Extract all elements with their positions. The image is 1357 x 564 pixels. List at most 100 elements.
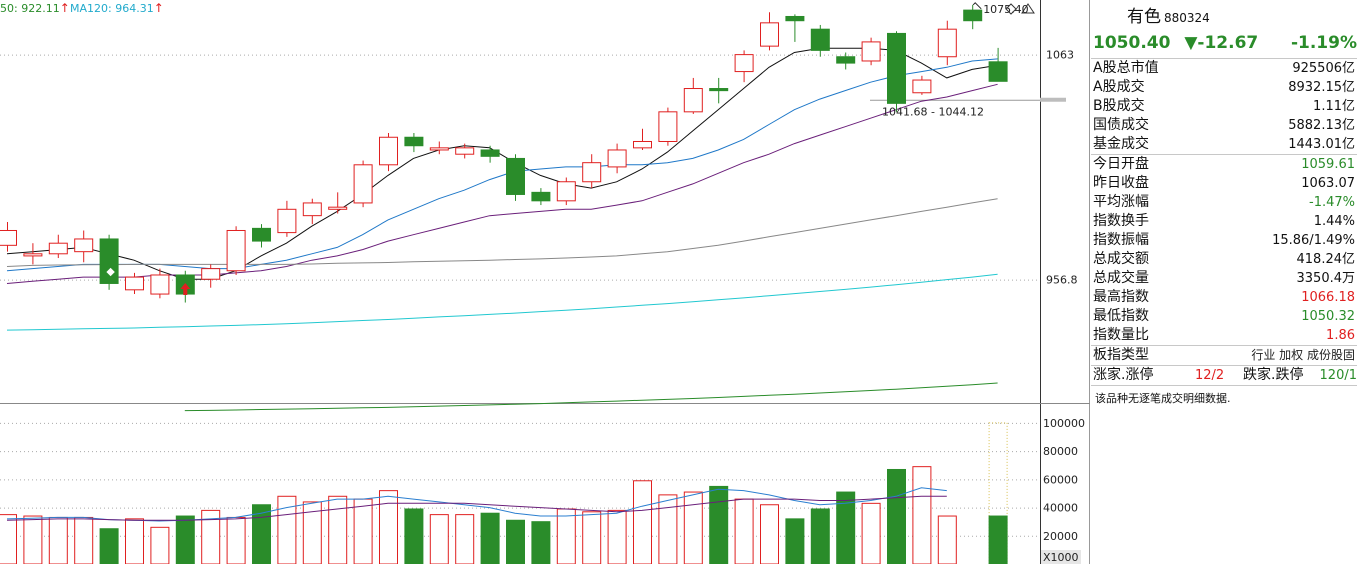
- chart-icons: [104, 3, 1035, 295]
- volume-bar: [633, 480, 652, 564]
- candle-body: [99, 238, 119, 284]
- ma5-line: [6, 47, 998, 280]
- volume-bar: [455, 514, 475, 564]
- index-stats: 今日开盘 1059.61 昨日收盘 1063.07 平均涨幅 -1.47% 指数换手 1.44…: [1091, 155, 1357, 345]
- volume-bar: [99, 528, 119, 564]
- volume-bar: [760, 504, 779, 564]
- candle-body: [988, 61, 1008, 82]
- kline-chart[interactable]: 1063 956.8 100000 80000 60000 40000 20000 X1000…: [0, 0, 1090, 564]
- candle: [963, 4, 983, 30]
- index-stat-value: 3350.4万: [1296, 271, 1356, 286]
- ma120-line: [6, 273, 998, 331]
- candle-body: [734, 54, 754, 73]
- divider: [1091, 58, 1357, 59]
- axis-labels: 1063 956.8 100000 80000 60000 40000 20000 X1000: [1041, 49, 1085, 564]
- volume-unit-badge: [1041, 550, 1081, 564]
- candle: [887, 31, 906, 112]
- volume-bar: [404, 508, 424, 564]
- index-stat-value: 1050.32: [1301, 309, 1355, 324]
- ma120-label: MA120: 964.31↑: [70, 1, 164, 15]
- volume-bar: [912, 466, 932, 564]
- volume-bar: [683, 491, 703, 564]
- volume-bar: [709, 485, 729, 564]
- volume-tick-label: 60000: [1043, 473, 1078, 486]
- candle-body: [582, 162, 602, 183]
- candle-body: [531, 191, 551, 202]
- index-code: 880324: [1164, 11, 1210, 25]
- divider: [1091, 345, 1357, 346]
- ma250-label-text: 50: 922.11: [0, 2, 60, 15]
- market-summary-value: 5882.13亿: [1288, 118, 1355, 133]
- volume-bar: [658, 494, 678, 564]
- volume-bar: [150, 526, 170, 564]
- market-summary-row: 国债成交 5882.13亿: [1091, 116, 1357, 135]
- candle-body: [302, 202, 322, 217]
- candle-body: [353, 164, 373, 204]
- decliners-value: 120/1: [1319, 368, 1357, 383]
- candle: [760, 12, 779, 51]
- candle-body: [226, 229, 246, 272]
- volume-bar: [734, 498, 754, 564]
- market-summary-label: B股成交: [1093, 98, 1145, 114]
- buy-arrow-icon: [180, 283, 191, 295]
- price-tick-label: 1063: [1046, 49, 1074, 62]
- last-price: 1050.40: [1093, 33, 1171, 53]
- candle-body: [277, 208, 297, 234]
- plate-type-row: 板指类型 行业 加权 成份股固: [1091, 346, 1357, 365]
- candle: [74, 230, 94, 263]
- index-stat-label: 指数换手: [1093, 213, 1149, 229]
- candle-body: [912, 79, 932, 94]
- candle-body: [404, 136, 424, 147]
- plate-type-value[interactable]: 行业 加权 成份股固: [1251, 348, 1355, 362]
- volume-bar: [379, 490, 398, 564]
- index-stat-label: 最高指数: [1093, 289, 1149, 305]
- volume-bar: [937, 515, 957, 564]
- ma10-line: [6, 58, 998, 272]
- volume-bar: [531, 521, 551, 564]
- candle-body: [887, 32, 906, 104]
- toggle-diamond-icon[interactable]: [1005, 3, 1017, 15]
- collapse-triangle-icon[interactable]: [1021, 3, 1035, 14]
- index-stat-row: 指数换手 1.44%: [1091, 212, 1357, 231]
- high-pointer: [972, 2, 982, 10]
- ma20-line: [6, 83, 998, 284]
- candle: [404, 133, 424, 153]
- index-name: 有色: [1127, 7, 1161, 27]
- collapse-triangle-shape[interactable]: [1021, 3, 1035, 14]
- buy-arrow-shape: [180, 283, 191, 295]
- index-stat-value: 1.86: [1326, 328, 1355, 343]
- index-title: 有色 880324: [1091, 0, 1357, 28]
- advance-decline-row: 涨家.涨停 12/2 跌家.跌停 120/1: [1091, 366, 1357, 385]
- candle-body: [556, 181, 576, 202]
- toggle-diamond-shape[interactable]: [1005, 3, 1017, 15]
- advancers-label: 涨家.涨停: [1093, 367, 1154, 383]
- market-summary-row: A股成交 8932.15亿: [1091, 78, 1357, 97]
- market-summary-row: 基金成交 1443.01亿: [1091, 135, 1357, 154]
- candle: [48, 234, 68, 259]
- plate-type-label: 板指类型: [1093, 347, 1149, 363]
- divider: [1091, 154, 1357, 155]
- index-stat-label: 指数量比: [1093, 327, 1149, 343]
- market-summary-label: 基金成交: [1093, 136, 1149, 152]
- index-stat-label: 总成交量: [1093, 270, 1149, 286]
- volume-bar: [0, 514, 17, 564]
- vol-ma10-line: [6, 495, 947, 521]
- volume-bar: [556, 508, 576, 564]
- volume-bar: [328, 495, 348, 564]
- market-summary-label: A股总市值: [1093, 60, 1159, 76]
- volume-bar: [23, 515, 43, 564]
- candle: [556, 177, 576, 206]
- ma250-line: [184, 382, 998, 412]
- candle-body: [379, 136, 398, 166]
- candle-body: [836, 56, 856, 64]
- candle: [607, 143, 627, 174]
- candle-body: [0, 229, 17, 246]
- candle-body: [607, 149, 627, 168]
- candle-body: [937, 28, 957, 58]
- candle: [480, 145, 500, 163]
- market-summary-value: 1.11亿: [1313, 99, 1355, 114]
- candle-body: [23, 253, 43, 257]
- index-stat-row: 指数振幅 15.86/1.49%: [1091, 231, 1357, 250]
- price-change-percent: -1.19%: [1290, 33, 1357, 53]
- index-stat-row: 总成交量 3350.4万: [1091, 269, 1357, 288]
